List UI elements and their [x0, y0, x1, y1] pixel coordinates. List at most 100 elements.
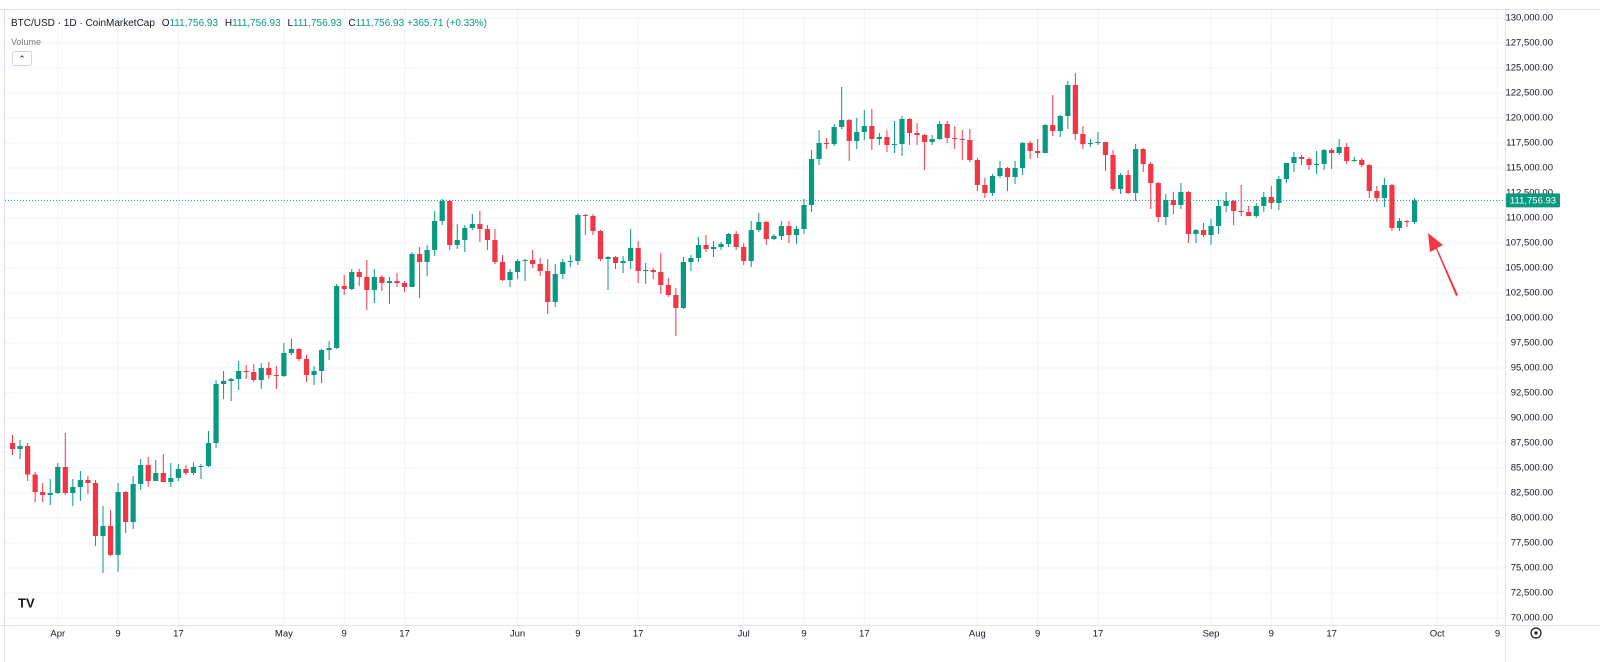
- candle-body: [1253, 206, 1259, 216]
- candle-body: [1012, 168, 1018, 177]
- candle-body: [416, 254, 423, 262]
- candle-body: [1087, 143, 1094, 144]
- candle-body: [726, 234, 732, 244]
- candle-body: [484, 229, 491, 240]
- candle-body: [1298, 157, 1305, 159]
- candle-body: [153, 473, 159, 481]
- candle-body: [145, 465, 151, 481]
- candle-body: [937, 124, 943, 139]
- change-value: +365.71 (+0.33%): [406, 18, 488, 29]
- y-tick-label: 87,500.00: [1511, 438, 1553, 449]
- candle-body: [326, 348, 332, 350]
- settings-icon[interactable]: [1530, 627, 1542, 639]
- candle-body: [198, 466, 204, 467]
- symbol: BTC/USD · 1D · CoinMarketCap: [11, 18, 155, 29]
- candle-body: [552, 274, 558, 302]
- candle-body: [906, 119, 913, 133]
- y-tick-label: 80,000.00: [1511, 513, 1553, 524]
- candle-body: [1035, 151, 1041, 153]
- x-tick-label: Jul: [738, 629, 750, 640]
- candle-body: [1411, 200, 1418, 222]
- candle-body: [952, 138, 958, 139]
- candle-body: [658, 272, 664, 285]
- candle-body: [1057, 116, 1063, 131]
- x-tick-label: 9: [801, 629, 806, 640]
- candle-body: [530, 260, 536, 264]
- candle-body: [70, 487, 76, 493]
- candle-body: [989, 176, 996, 193]
- candle-body: [1231, 201, 1237, 211]
- candle-body: [62, 467, 68, 493]
- candle-body: [673, 295, 679, 308]
- candle-body: [1246, 212, 1252, 216]
- gear-center[interactable]: [1534, 631, 1538, 635]
- x-tick-label: 17: [173, 629, 184, 640]
- candle-body: [258, 368, 264, 380]
- candle-body: [545, 271, 551, 302]
- gear[interactable]: [1530, 627, 1542, 639]
- x-tick-label: 9: [1269, 629, 1274, 640]
- legend: BTC/USD · 1D · CoinMarketCap O111,756.93…: [11, 18, 487, 29]
- candle-body: [1110, 155, 1116, 189]
- candle-body: [454, 240, 460, 245]
- low-value: 111,756.93: [293, 18, 342, 29]
- candle-body: [85, 480, 91, 483]
- candle-body: [891, 144, 898, 145]
- x-tick-label: 9: [1035, 629, 1040, 640]
- candle-body: [929, 139, 935, 142]
- candle-body: [1374, 191, 1380, 198]
- candle-body: [605, 257, 611, 259]
- candle-body: [356, 272, 362, 277]
- y-tick-label: 90,000.00: [1511, 413, 1553, 424]
- candle-body: [281, 353, 287, 376]
- candle-body: [409, 254, 415, 287]
- y-tick-label: 82,500.00: [1511, 488, 1553, 499]
- candle-body: [394, 281, 400, 283]
- candle-body: [974, 160, 980, 185]
- candle-body: [205, 443, 212, 466]
- candle-body: [612, 257, 619, 263]
- candle-body: [175, 469, 181, 478]
- x-tick-label: Sep: [1203, 629, 1220, 640]
- candle-body: [1404, 221, 1410, 222]
- candle-body: [77, 480, 83, 487]
- candle-body: [1208, 226, 1214, 235]
- candle-body: [839, 120, 845, 127]
- candle-body: [1050, 125, 1056, 131]
- candle-body: [296, 349, 302, 359]
- candle-body: [1019, 143, 1026, 168]
- candle-body: [499, 262, 506, 280]
- candle-body: [462, 228, 468, 240]
- candle-body: [477, 224, 483, 229]
- candle-body: [522, 260, 528, 261]
- x-tick-label: 9: [575, 629, 580, 640]
- x-tick-label: Apr: [50, 629, 65, 640]
- candle-body: [228, 379, 234, 381]
- y-tick-label: 130,000.00: [1505, 13, 1553, 24]
- candle-body: [439, 201, 445, 221]
- y-tick-label: 102,500.00: [1505, 288, 1553, 299]
- candle-body: [1072, 85, 1078, 134]
- candle-body: [318, 350, 325, 371]
- candle-body: [575, 215, 581, 261]
- candle-body: [650, 270, 656, 272]
- candle-body: [967, 140, 973, 160]
- y-tick-label: 112,500.00: [1506, 188, 1553, 199]
- candle-body: [379, 277, 385, 283]
- candle-body: [688, 258, 694, 262]
- candle-body: [1306, 159, 1312, 165]
- candle-body: [130, 484, 136, 522]
- candle-body: [266, 368, 272, 375]
- y-tick-label: 92,500.00: [1511, 388, 1553, 399]
- candle-body: [273, 375, 279, 376]
- candle-body: [748, 230, 754, 261]
- candle-body: [869, 126, 875, 139]
- collapse-button[interactable]: ⌃: [12, 51, 32, 66]
- candle-body: [831, 127, 837, 144]
- candle-body: [220, 381, 227, 384]
- candle-body: [695, 245, 702, 258]
- candle-body: [1215, 206, 1222, 226]
- y-tick-label: 117,500.00: [1506, 138, 1553, 149]
- x-tick-label: 17: [399, 629, 410, 640]
